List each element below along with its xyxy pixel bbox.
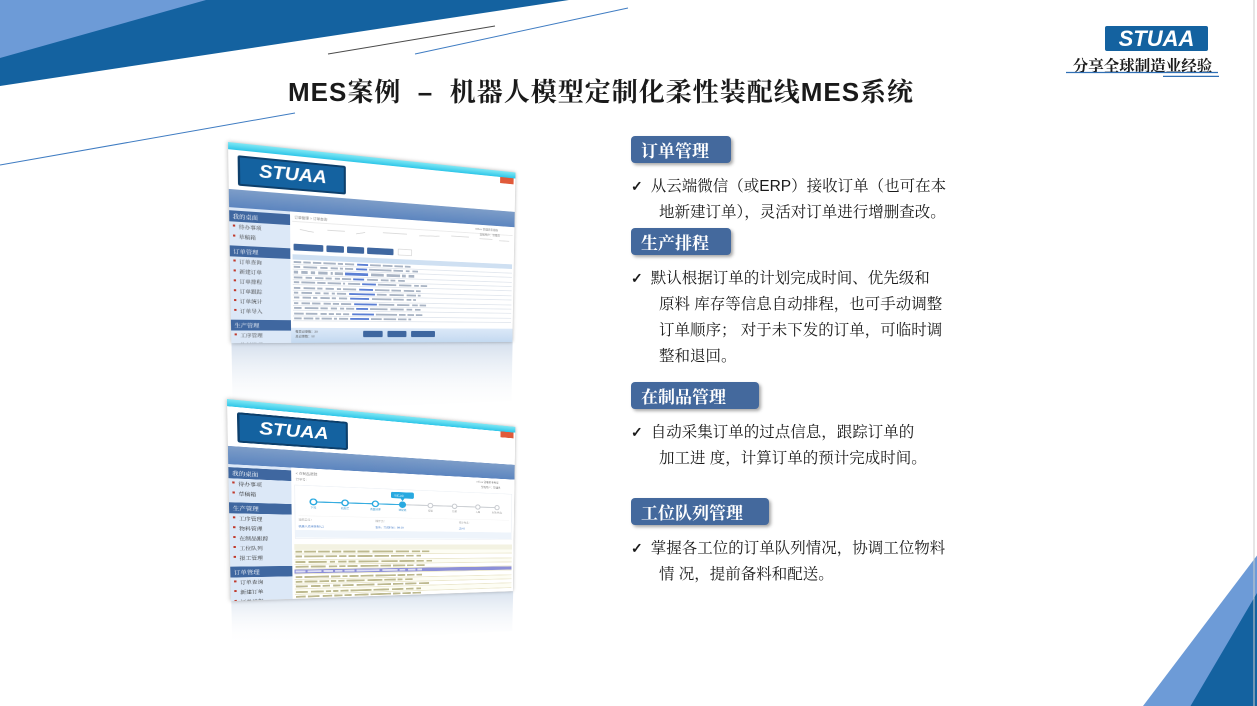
svg-text:发货(完成): 发货(完成) xyxy=(492,510,502,514)
svg-text:下料: 下料 xyxy=(311,505,317,509)
svg-text:订单号：: 订单号： xyxy=(296,477,309,482)
svg-text:当前工位：: 当前工位： xyxy=(299,517,314,521)
svg-text:15:40: 15:40 xyxy=(459,527,465,530)
svg-text:< 在制品跟踪: < 在制品跟踪 xyxy=(296,471,318,476)
svg-text:当前用户：管理员: 当前用户：管理员 xyxy=(481,485,501,490)
svg-text:机加工: 机加工 xyxy=(341,506,349,510)
svg-text:包装: 包装 xyxy=(453,509,458,513)
svg-text:Office 管理员专用版: Office 管理员专用版 xyxy=(475,226,498,231)
svg-text:操作员：: 操作员： xyxy=(376,519,387,523)
svg-text:检验: 检验 xyxy=(428,508,433,512)
svg-text:入库: 入库 xyxy=(476,510,481,514)
svg-text:当前工位: 当前工位 xyxy=(394,493,404,497)
svg-text:预计完成：: 预计完成： xyxy=(459,520,471,524)
svg-text:机器人底座装配-L1: 机器人底座装配-L1 xyxy=(299,524,325,529)
svg-text:订单管理 > 订单查询: 订单管理 > 订单查询 xyxy=(295,215,328,222)
svg-text:Office 管理员专用版: Office 管理员专用版 xyxy=(477,480,500,485)
svg-text:表面处理: 表面处理 xyxy=(370,507,381,511)
svg-text:装配线: 装配线 xyxy=(399,508,407,512)
svg-text:张伟，完成时间：09:20: 张伟，完成时间：09:20 xyxy=(376,525,404,529)
svg-text:当前用户：管理员: 当前用户：管理员 xyxy=(480,232,501,237)
